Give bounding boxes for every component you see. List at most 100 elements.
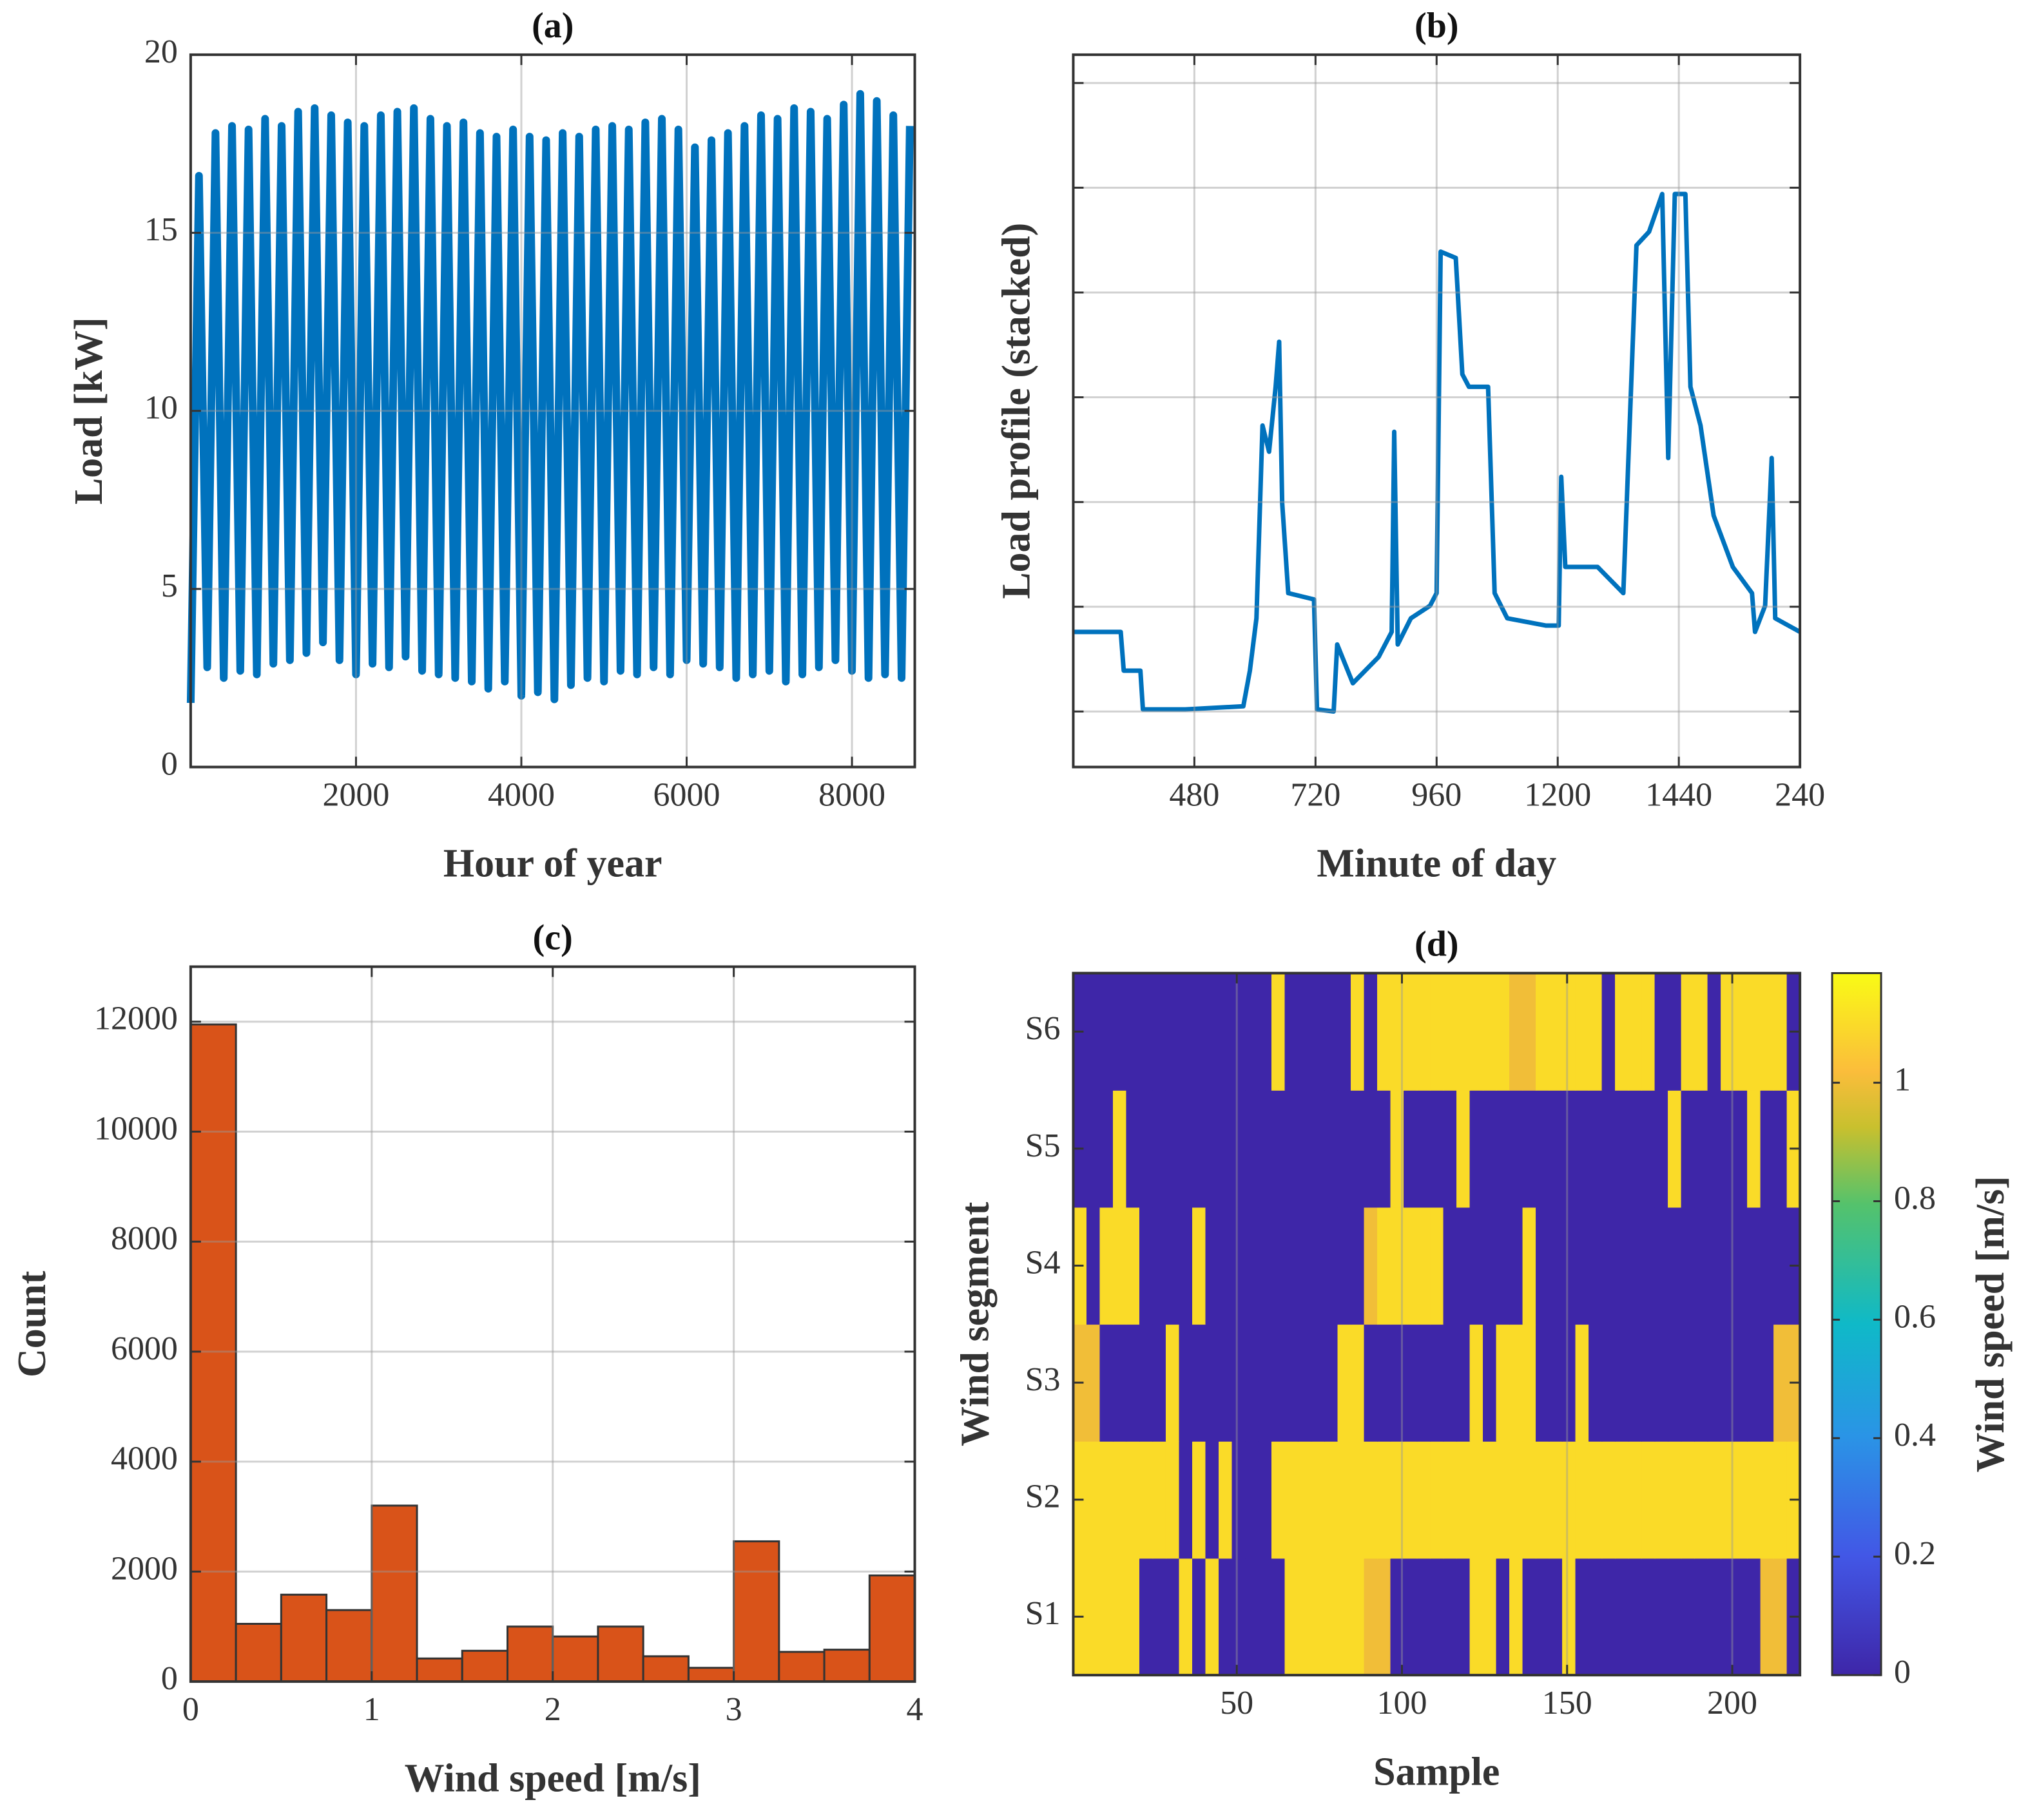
heatmap-cell (1139, 1090, 1154, 1208)
y-axis-label: Wind segment (954, 1202, 998, 1446)
heatmap-cell (1747, 1324, 1761, 1442)
heatmap-cell (1218, 1090, 1233, 1208)
heatmap-cell (1218, 1207, 1233, 1325)
heatmap-cell (1681, 1558, 1695, 1676)
heatmap-cell (1205, 1324, 1219, 1442)
heatmap-cell (1641, 1441, 1656, 1559)
heatmap-cell (1575, 1441, 1589, 1559)
heatmap-cell (1192, 1207, 1206, 1325)
heatmap-cell (1324, 973, 1338, 1091)
y-tick-label: 10000 (94, 1110, 178, 1147)
heatmap-cell (1628, 1207, 1642, 1325)
heatmap-cell (1179, 973, 1193, 1091)
heatmap-cell (1271, 1090, 1286, 1208)
heatmap-cell (1760, 1207, 1774, 1325)
heatmap-cell (1430, 1441, 1444, 1559)
histogram-bar (687, 1667, 735, 1683)
heatmap-cell (1562, 1207, 1576, 1325)
heatmap-cell (1390, 1090, 1404, 1208)
heatmap-cell (1139, 1207, 1154, 1325)
heatmap-cell (1351, 1324, 1365, 1442)
heatmap-cell (1364, 1207, 1378, 1325)
heatmap-cell (1483, 973, 1497, 1091)
heatmap-cell (1641, 1324, 1656, 1442)
x-tick-label: 2 (545, 1691, 561, 1728)
heatmap-cell (1694, 1090, 1708, 1208)
heatmap-cell (1707, 1090, 1721, 1208)
heatmap-cell (1165, 1207, 1180, 1325)
y-tick-label: S4 (1025, 1244, 1061, 1281)
heatmap-cell (1733, 1324, 1748, 1442)
heatmap-cell (1231, 973, 1246, 1091)
heatmap-cell (1099, 1324, 1114, 1442)
heatmap-cell (1707, 1441, 1721, 1559)
heatmap-cell (1245, 1324, 1259, 1442)
heatmap-cell (1536, 1441, 1550, 1559)
heatmap-cell (1364, 973, 1378, 1091)
colorbar (1831, 972, 1882, 1676)
heatmap-cell (1773, 973, 1788, 1091)
heatmap-cell (1562, 1090, 1576, 1208)
colorbar-tick-label: 0.6 (1894, 1298, 1936, 1335)
heatmap-cell (1258, 1090, 1272, 1208)
x-axis-label: Wind speed [m/s] (405, 1756, 701, 1800)
y-tick-label: 12000 (94, 1001, 178, 1037)
subplot: 480 720 960 1200 1440 240 (b) Minute of day Load… (995, 6, 1825, 886)
heatmap-cell (1536, 1207, 1550, 1325)
histogram-bar (416, 1657, 463, 1683)
heatmap-cell (1522, 1441, 1536, 1559)
y-tick-label: 20 (144, 34, 178, 70)
heatmap-cell (1271, 973, 1286, 1091)
heatmap-cell (1668, 1324, 1682, 1442)
heatmap-cell (1324, 1558, 1338, 1676)
heatmap-cell (1298, 1324, 1312, 1442)
heatmap-cell (1522, 1324, 1536, 1442)
heatmap-cell (1192, 973, 1206, 1091)
colorbar-label: Wind speed [m/s] (1969, 1176, 2013, 1472)
heatmap-cell (1668, 1090, 1682, 1208)
heatmap-cell (1271, 1207, 1286, 1325)
x-tick-label: 480 (1169, 776, 1219, 813)
y-axis-label: Load profile (stacked) (995, 223, 1039, 599)
heatmap-cell (1324, 1441, 1338, 1559)
heatmap-cell (1575, 1558, 1589, 1676)
histogram-bar (325, 1609, 373, 1683)
heatmap-cell (1773, 1558, 1788, 1676)
heatmap-cell (1536, 1558, 1550, 1676)
heatmap-cell (1112, 1558, 1127, 1676)
heatmap-cell (1086, 1441, 1101, 1559)
heatmap-cell (1152, 973, 1166, 1091)
heatmap-cell (1496, 973, 1510, 1091)
heatmap-cell (1311, 973, 1325, 1091)
heatmap-cell (1681, 1441, 1695, 1559)
heatmap-cell (1483, 1324, 1497, 1442)
x-tick-label: 240 (1775, 776, 1825, 813)
heatmap-cell (1337, 1207, 1351, 1325)
heatmap-cell (1416, 973, 1431, 1091)
heatmap-cell (1245, 973, 1259, 1091)
heatmap-cell (1152, 1558, 1166, 1676)
heatmap-cell (1416, 1090, 1431, 1208)
heatmap-cell (1654, 1324, 1668, 1442)
heatmap-cell (1733, 1090, 1748, 1208)
heatmap-cell (1126, 973, 1140, 1091)
y-tick-label: 0 (161, 1660, 178, 1697)
x-tick-label: 1 (363, 1691, 380, 1728)
heatmap-cell (1681, 1324, 1695, 1442)
heatmap-cell (1165, 1558, 1180, 1676)
heatmap-cell (1112, 1324, 1127, 1442)
heatmap-cell (1628, 1441, 1642, 1559)
heatmap-cell (1589, 1441, 1603, 1559)
heatmap-cell (1469, 1207, 1483, 1325)
histogram-bar (778, 1651, 826, 1683)
heatmap-cell (1575, 1324, 1589, 1442)
heatmap-cell (1509, 1558, 1523, 1676)
heatmap-cell (1165, 973, 1180, 1091)
heatmap-cell (1601, 1558, 1616, 1676)
heatmap-cell (1601, 1441, 1616, 1559)
heatmap-cell (1641, 1558, 1656, 1676)
heatmap-cell (1469, 1090, 1483, 1208)
histogram-bar (552, 1635, 599, 1683)
